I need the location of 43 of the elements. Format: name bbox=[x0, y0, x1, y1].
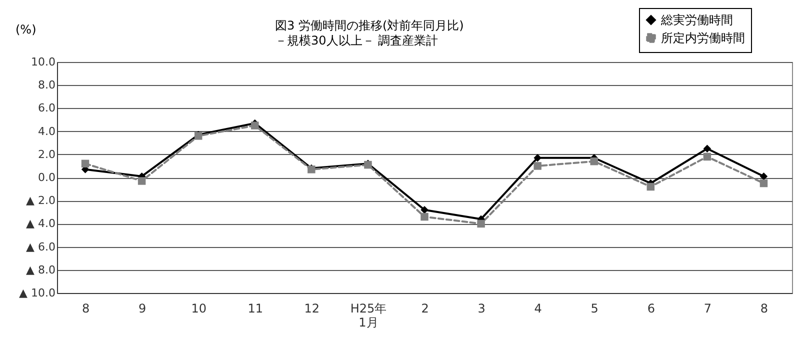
point bbox=[251, 122, 259, 130]
y-tick-label: ▲ 8.0 bbox=[26, 263, 56, 276]
x-tick-label: 6 bbox=[647, 302, 655, 316]
point bbox=[703, 144, 712, 152]
point bbox=[420, 206, 428, 214]
point bbox=[81, 160, 90, 168]
x-tick-label: 2 bbox=[421, 302, 429, 316]
y-tick-label: ▲ 4.0 bbox=[26, 217, 56, 230]
x-tick-label: 10 bbox=[191, 302, 206, 316]
chart-title: 図3 労働時間の推移(対前年同月比) bbox=[275, 18, 464, 32]
point bbox=[138, 177, 146, 185]
x-tick-label: 7 bbox=[704, 302, 712, 316]
point bbox=[646, 182, 655, 191]
y-tick-label: ▲ 2.0 bbox=[26, 194, 56, 208]
y-axis-title: (%) bbox=[16, 22, 36, 36]
x-tick-label: 11 bbox=[248, 302, 264, 316]
legend-label: 所定内労働時間 bbox=[661, 31, 745, 45]
x-tick-label: H25年 1月 bbox=[350, 302, 387, 330]
y-tick-label: 0.0 bbox=[38, 171, 56, 184]
y-tick-label: 2.0 bbox=[38, 148, 56, 161]
x-tick-label: 5 bbox=[590, 302, 598, 316]
legend-label: 総実労働時間 bbox=[660, 13, 733, 27]
x-tick-label: 8 bbox=[82, 302, 90, 316]
x-tick-label: 9 bbox=[138, 302, 146, 316]
point bbox=[760, 172, 768, 180]
point bbox=[703, 152, 712, 161]
x-tick-label: 12 bbox=[304, 302, 320, 316]
point bbox=[534, 162, 542, 170]
x-tick-label: 8 bbox=[760, 302, 768, 316]
chart-subtitle: －規模30人以上－ 調査産業計 bbox=[275, 34, 438, 48]
y-tick-label: 8.0 bbox=[38, 78, 56, 92]
point bbox=[477, 220, 485, 228]
y-tick-label: 6.0 bbox=[38, 102, 56, 115]
y-tick-label: 10.0 bbox=[31, 56, 56, 68]
point bbox=[420, 212, 428, 221]
point bbox=[534, 154, 542, 162]
point bbox=[590, 157, 598, 166]
y-tick-label: ▲ 10.0 bbox=[19, 286, 56, 300]
x-tick-label: 3 bbox=[478, 302, 486, 316]
y-tick-label: 4.0 bbox=[38, 124, 56, 138]
x-tick-label: 4 bbox=[534, 302, 542, 316]
point bbox=[760, 179, 768, 188]
y-tick-label: ▲ 6.0 bbox=[26, 240, 56, 254]
